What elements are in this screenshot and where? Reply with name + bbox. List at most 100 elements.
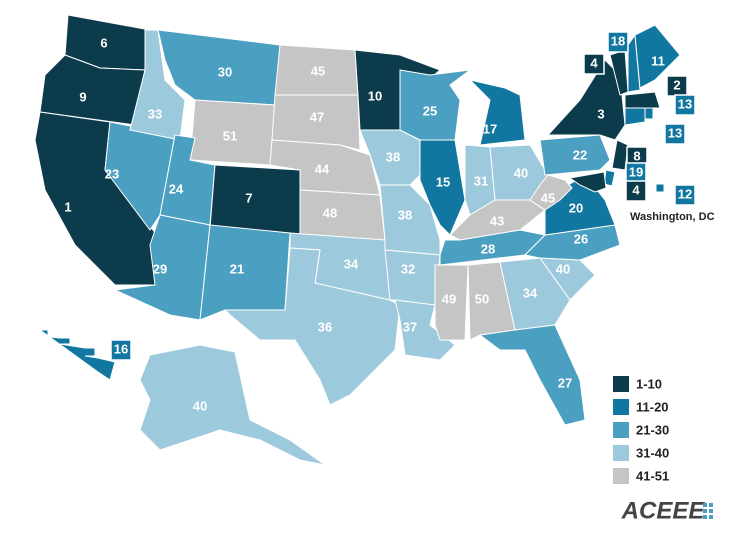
state-rank: 18 xyxy=(611,33,625,48)
state-rank: 21 xyxy=(230,261,244,276)
state-rank: 12 xyxy=(678,186,692,201)
state-rank: 45 xyxy=(311,63,325,78)
state xyxy=(199,224,291,321)
state-rank: 8 xyxy=(633,148,640,163)
state-rank: 17 xyxy=(483,121,497,136)
state-rank: 34 xyxy=(344,256,359,271)
state-rank: 27 xyxy=(558,375,572,390)
state xyxy=(434,264,469,341)
state xyxy=(624,107,646,126)
state-rank: 37 xyxy=(403,319,417,334)
state xyxy=(468,79,526,146)
state-rank: 20 xyxy=(569,200,583,215)
state-rank: 45 xyxy=(541,190,555,205)
legend-label: 21-30 xyxy=(636,422,669,437)
state-rank: 50 xyxy=(475,291,489,306)
state-rank: 15 xyxy=(436,174,450,189)
label-box xyxy=(583,53,605,75)
label-box xyxy=(607,31,629,53)
state xyxy=(568,171,607,193)
state-rank: 22 xyxy=(573,147,587,162)
state-rank: 49 xyxy=(442,291,456,306)
state xyxy=(439,229,547,266)
state-rank: 19 xyxy=(629,164,643,179)
state-rank: 29 xyxy=(153,261,167,276)
legend-label: 11-20 xyxy=(636,399,669,414)
legend-swatch xyxy=(613,376,629,392)
logo: ACEEE xyxy=(621,497,706,524)
state xyxy=(299,189,386,241)
state-rank: 13 xyxy=(668,125,682,140)
state-rank: 33 xyxy=(148,106,162,121)
state-rank: 32 xyxy=(401,261,415,276)
state xyxy=(139,344,326,466)
legend-swatch xyxy=(613,468,629,484)
state-rank: 4 xyxy=(632,182,640,197)
state xyxy=(271,94,361,151)
state-rank: 10 xyxy=(368,88,382,103)
state-rank: 36 xyxy=(318,319,332,334)
state xyxy=(478,324,586,426)
legend-swatch xyxy=(613,399,629,415)
label-box xyxy=(674,184,696,206)
state xyxy=(394,299,456,361)
state xyxy=(627,33,641,93)
state-rank: 31 xyxy=(474,173,488,188)
state-rank: 6 xyxy=(100,35,107,50)
state-rank: 44 xyxy=(315,161,330,176)
state-rank: 38 xyxy=(386,149,400,164)
state-rank: 40 xyxy=(193,398,207,413)
state xyxy=(655,183,665,193)
state-rank: 1 xyxy=(64,199,71,214)
label-box xyxy=(674,94,696,116)
state-rank: 47 xyxy=(310,109,324,124)
state-rank: 51 xyxy=(223,128,237,143)
state-rank: 40 xyxy=(514,165,528,180)
state xyxy=(539,134,611,176)
label-box xyxy=(110,339,132,361)
state-rank: 2 xyxy=(673,77,680,92)
dc-label: Washington, DC xyxy=(630,211,715,223)
legend-swatch xyxy=(613,422,629,438)
state xyxy=(209,164,301,236)
legend-label: 1-10 xyxy=(636,376,662,391)
state-rank: 13 xyxy=(678,96,692,111)
state xyxy=(624,91,661,109)
state xyxy=(644,107,654,120)
state-rank: 23 xyxy=(105,166,119,181)
state-rank: 43 xyxy=(490,213,504,228)
state-rank: 25 xyxy=(423,103,437,118)
state xyxy=(384,249,441,306)
state xyxy=(379,184,441,256)
state-rank: 26 xyxy=(574,231,588,246)
state-rank: 9 xyxy=(79,89,86,104)
state xyxy=(399,69,472,141)
state-rank: 48 xyxy=(323,205,337,220)
state-rank: 3 xyxy=(597,106,604,121)
state-rank: 40 xyxy=(556,261,570,276)
state-rank: 24 xyxy=(169,181,184,196)
state-rank: 7 xyxy=(245,190,252,205)
state xyxy=(419,139,466,236)
label-box xyxy=(625,180,647,202)
legend-label: 41-51 xyxy=(636,468,669,483)
state-rank: 38 xyxy=(398,207,412,222)
state-rank: 16 xyxy=(114,341,128,356)
state-rank: 4 xyxy=(590,55,598,70)
state-rank: 28 xyxy=(481,241,495,256)
state xyxy=(223,247,401,406)
state xyxy=(546,59,626,141)
legend-swatch xyxy=(613,445,629,461)
state-rank: 11 xyxy=(651,53,665,68)
state xyxy=(38,329,116,381)
state xyxy=(529,174,573,211)
state-rank: 34 xyxy=(523,285,538,300)
logo-dots xyxy=(703,503,713,519)
state-rank: 30 xyxy=(218,64,232,79)
label-box xyxy=(664,123,686,145)
state xyxy=(634,24,681,89)
legend-label: 31-40 xyxy=(636,445,669,460)
state xyxy=(611,139,629,171)
